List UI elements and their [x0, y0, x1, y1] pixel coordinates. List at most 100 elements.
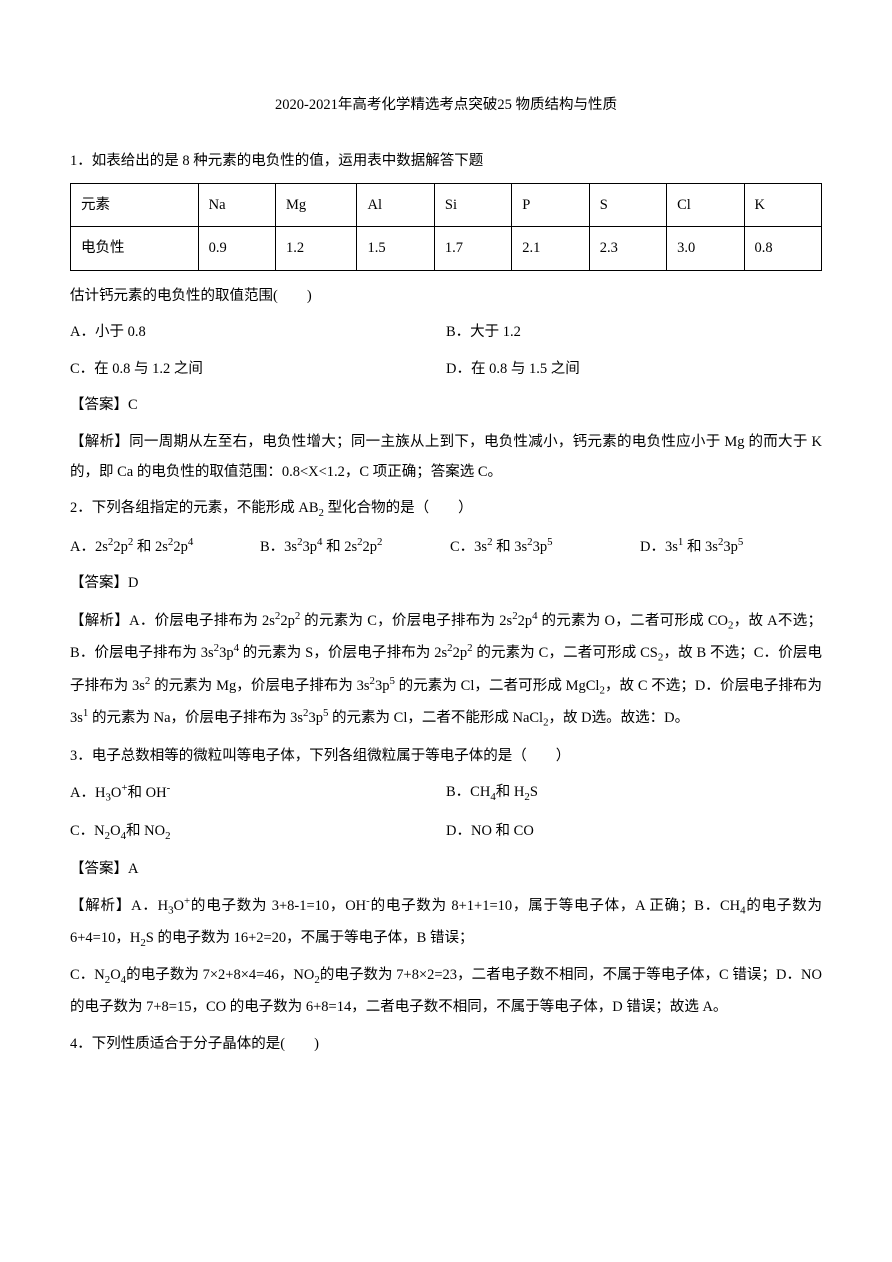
text: O [110, 967, 120, 983]
text: 的元素为 Na，价层电子排布为 3s [88, 710, 303, 726]
q3-option-b: B．CH4和 H2S [446, 777, 822, 810]
q4-stem: 4．下列性质适合于分子晶体的是( ) [70, 1029, 822, 1059]
table-cell: 2.1 [512, 227, 589, 270]
q3-option-a: A．H3O+和 OH- [70, 777, 446, 810]
text: 的元素为 O，二者可形成 CO [538, 613, 728, 629]
text: 的元素为 Cl，二者可形成 MgCl [395, 678, 600, 694]
text: O [111, 785, 121, 801]
text: 和 3s [683, 539, 718, 555]
text: 的元素为 S，价层电子排布为 2s [239, 645, 447, 661]
q1-option-a: A．小于 0.8 [70, 317, 446, 347]
sup: 5 [738, 536, 743, 548]
document-page: 2020-2021年高考化学精选考点突破25 物质结构与性质 1．如表给出的是 … [0, 0, 892, 1262]
text: 型化合物的是（ ） [324, 500, 473, 516]
text: A．H [70, 785, 105, 801]
text: 2p [518, 613, 533, 629]
q2-option-a: A．2s22p2 和 2s22p4 [70, 531, 252, 562]
table-cell: 1.2 [276, 227, 357, 270]
q3-answer: 【答案】A [70, 854, 822, 884]
text: 【解析】A．H [70, 898, 168, 914]
q1-prompt: 估计钙元素的电负性的取值范围( ) [70, 281, 822, 311]
text: B．CH [446, 784, 490, 800]
sub: 2 [165, 830, 170, 842]
q1-options-row1: A．小于 0.8 B．大于 1.2 [70, 317, 822, 347]
text: B．3s [260, 539, 297, 555]
table-cell: 0.9 [198, 227, 275, 270]
table-cell: S [589, 183, 666, 226]
text: 的电子数为 3+8-1=10，OH [190, 898, 366, 914]
table-cell: 2.3 [589, 227, 666, 270]
text: 和 OH [128, 785, 167, 801]
text: 2．下列各组指定的元素，不能形成 AB [70, 500, 319, 516]
sup: 2 [377, 536, 382, 548]
q2-explanation: 【解析】A．价层电子排布为 2s22p2 的元素为 C，价层电子排布为 2s22… [70, 605, 822, 735]
text: O [174, 898, 184, 914]
text: 3p [533, 539, 548, 555]
text: C．N [70, 967, 105, 983]
table-cell: 1.5 [357, 227, 434, 270]
table-cell: 0.8 [744, 227, 822, 270]
q2-answer: 【答案】D [70, 568, 822, 598]
text: C．N [70, 823, 105, 839]
q2-option-b: B．3s23p4 和 2s22p2 [260, 531, 442, 562]
text: S [530, 784, 538, 800]
q3-options-row1: A．H3O+和 OH- B．CH4和 H2S [70, 777, 822, 810]
q2-option-c: C．3s2 和 3s23p5 [450, 531, 632, 562]
text: 3p [308, 710, 323, 726]
text: 2p [453, 645, 468, 661]
q1-option-c: C．在 0.8 与 1.2 之间 [70, 354, 446, 384]
text: 2p [113, 539, 128, 555]
text: 3p [723, 539, 738, 555]
sup: 4 [188, 536, 193, 548]
table-cell: 3.0 [667, 227, 744, 270]
text: 的元素为 Mg，价层电子排布为 3s [150, 678, 369, 694]
q1-options-row2: C．在 0.8 与 1.2 之间 D．在 0.8 与 1.5 之间 [70, 354, 822, 384]
row-label: 元素 [71, 183, 199, 226]
text: 的元素为 C，二者可形成 CS [473, 645, 658, 661]
text: 3p [303, 539, 318, 555]
row-label: 电负性 [71, 227, 199, 270]
q1-option-d: D．在 0.8 与 1.5 之间 [446, 354, 822, 384]
text: 和 2s [133, 539, 168, 555]
table-cell: P [512, 183, 589, 226]
table-cell: Na [198, 183, 275, 226]
text: 2p [363, 539, 378, 555]
text: 的元素为 C，价层电子排布为 2s [300, 613, 512, 629]
q3-options-row2: C．N2O4和 NO2 D．NO 和 CO [70, 816, 822, 848]
q1-explanation: 【解析】同一周期从左至右，电负性增大；同一主族从上到下，电负性减小，钙元素的电负… [70, 427, 822, 488]
text: 和 2s [322, 539, 357, 555]
table-row: 元素 Na Mg Al Si P S Cl K [71, 183, 822, 226]
text: ，故 D选。故选：D。 [549, 710, 690, 726]
q1-table: 元素 Na Mg Al Si P S Cl K 电负性 0.9 1.2 1.5 … [70, 183, 822, 271]
text: D．3s [640, 539, 678, 555]
q2-option-d: D．3s1 和 3s23p5 [640, 531, 822, 562]
q1-answer: 【答案】C [70, 390, 822, 420]
text: C．3s [450, 539, 487, 555]
table-cell: Mg [276, 183, 357, 226]
q3-stem: 3．电子总数相等的微粒叫等电子体，下列各组微粒属于等电子体的是（ ） [70, 741, 822, 771]
page-title: 2020-2021年高考化学精选考点突破25 物质结构与性质 [70, 90, 822, 120]
table-cell: Si [434, 183, 511, 226]
text: S 的电子数为 16+2=20，不属于等电子体，B 错误； [146, 930, 474, 946]
text: 2p [173, 539, 188, 555]
text: A．2s [70, 539, 108, 555]
q1-option-b: B．大于 1.2 [446, 317, 822, 347]
text: 的元素为 Cl，二者不能形成 NaCl [328, 710, 543, 726]
text: O [110, 823, 120, 839]
q3-explanation-part2: C．N2O4的电子数为 7×2+8×4=46，NO2的电子数为 7+8×2=23… [70, 960, 822, 1022]
sup: - [167, 782, 171, 794]
q2-options: A．2s22p2 和 2s22p4 B．3s23p4 和 2s22p2 C．3s… [70, 531, 822, 562]
text: 和 NO [126, 823, 165, 839]
q1-stem: 1．如表给出的是 8 种元素的电负性的值，运用表中数据解答下题 [70, 146, 822, 176]
text: 的电子数为 8+1+1=10，属于等电子体，A 正确；B．CH [370, 898, 740, 914]
table-cell: 1.7 [434, 227, 511, 270]
q3-option-c: C．N2O4和 NO2 [70, 816, 446, 848]
text: 2p [280, 613, 295, 629]
table-cell: Al [357, 183, 434, 226]
text: 和 H [496, 784, 525, 800]
sup: 5 [547, 536, 552, 548]
text: 和 3s [493, 539, 528, 555]
table-cell: K [744, 183, 822, 226]
q3-option-d: D．NO 和 CO [446, 816, 822, 848]
table-row: 电负性 0.9 1.2 1.5 1.7 2.1 2.3 3.0 0.8 [71, 227, 822, 270]
